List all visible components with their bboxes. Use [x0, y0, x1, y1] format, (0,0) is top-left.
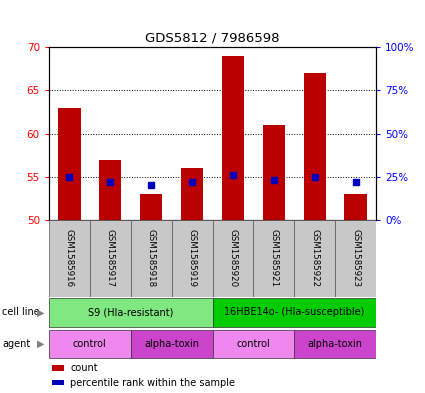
Text: GSM1585918: GSM1585918 — [147, 230, 156, 287]
Bar — [131, 330, 212, 358]
Text: ▶: ▶ — [37, 339, 44, 349]
Text: GSM1585916: GSM1585916 — [65, 230, 74, 287]
Bar — [90, 220, 131, 297]
Bar — [49, 330, 131, 358]
Text: 16HBE14o- (Hla-susceptible): 16HBE14o- (Hla-susceptible) — [224, 307, 365, 318]
Bar — [52, 365, 64, 371]
Text: percentile rank within the sample: percentile rank within the sample — [70, 378, 235, 387]
Bar — [222, 56, 244, 220]
Text: S9 (Hla-resistant): S9 (Hla-resistant) — [88, 307, 173, 318]
Bar — [253, 220, 294, 297]
Text: GSM1585919: GSM1585919 — [187, 230, 196, 287]
Bar — [263, 125, 285, 220]
Bar — [99, 160, 122, 220]
Text: GSM1585923: GSM1585923 — [351, 230, 360, 287]
Text: GSM1585917: GSM1585917 — [106, 230, 115, 287]
Text: cell line: cell line — [2, 307, 40, 318]
Bar — [212, 298, 376, 327]
Bar — [303, 73, 326, 220]
Text: alpha-toxin: alpha-toxin — [144, 339, 199, 349]
Bar — [49, 298, 212, 327]
Text: agent: agent — [2, 339, 30, 349]
Bar — [344, 194, 367, 220]
Bar — [131, 220, 172, 297]
Text: control: control — [237, 339, 270, 349]
Bar — [212, 220, 253, 297]
Bar — [172, 220, 212, 297]
Text: control: control — [73, 339, 107, 349]
Text: alpha-toxin: alpha-toxin — [308, 339, 363, 349]
Title: GDS5812 / 7986598: GDS5812 / 7986598 — [145, 31, 280, 44]
Text: GSM1585921: GSM1585921 — [269, 230, 278, 287]
Bar — [212, 330, 294, 358]
Text: ▶: ▶ — [37, 307, 44, 318]
Bar — [58, 108, 81, 220]
Bar — [294, 220, 335, 297]
Bar — [49, 220, 90, 297]
Bar — [294, 330, 376, 358]
Bar — [140, 194, 162, 220]
Text: GSM1585922: GSM1585922 — [310, 230, 319, 287]
Text: GSM1585920: GSM1585920 — [229, 230, 238, 287]
Bar — [181, 168, 203, 220]
Bar — [52, 380, 64, 385]
Bar — [335, 220, 376, 297]
Text: count: count — [70, 363, 98, 373]
